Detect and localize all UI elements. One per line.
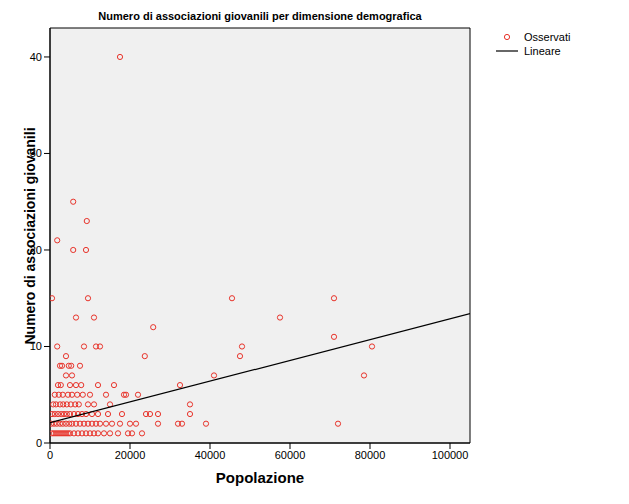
svg-text:10: 10	[29, 340, 42, 353]
svg-text:40000: 40000	[195, 449, 226, 461]
html-text:Lineare: Lineare	[524, 45, 561, 57]
svg-text:0: 0	[47, 449, 53, 461]
html-text:Numero di associazioni giovani: Numero di associazioni giovanili per dim…	[98, 10, 422, 22]
svg-text:0: 0	[36, 437, 42, 449]
svg-text:100000: 100000	[432, 449, 469, 461]
html-text:Osservati: Osservati	[524, 31, 571, 43]
html-text:Popolazione: Popolazione	[215, 469, 305, 486]
svg-text:60000: 60000	[275, 449, 306, 461]
svg-text:40: 40	[30, 51, 42, 63]
svg-text:20000: 20000	[115, 449, 146, 461]
html-text:Numero di associazioni giovani: Numero di associazioni giovanili	[22, 127, 38, 344]
svg-text:80000: 80000	[355, 449, 386, 461]
